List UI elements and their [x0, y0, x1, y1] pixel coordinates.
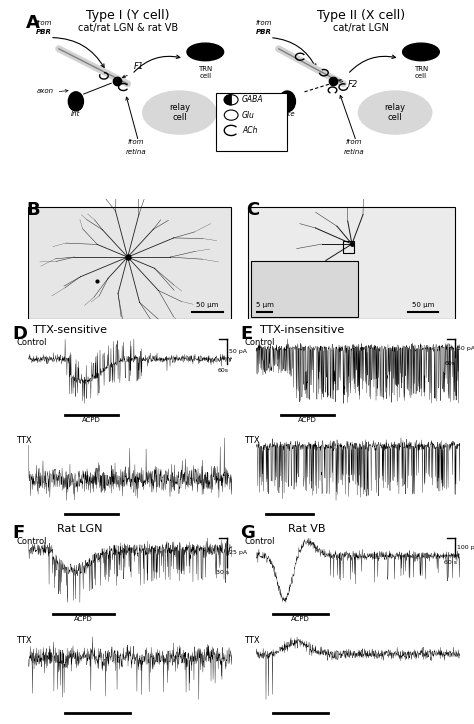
- FancyArrowPatch shape: [349, 55, 395, 72]
- FancyBboxPatch shape: [28, 207, 231, 319]
- Text: dendrite: dendrite: [266, 111, 296, 117]
- Text: GABA: GABA: [242, 96, 264, 104]
- Text: F2: F2: [347, 80, 358, 89]
- Text: Control: Control: [16, 337, 47, 347]
- Text: axon: axon: [37, 88, 55, 94]
- Text: 60s: 60s: [445, 361, 456, 366]
- Text: C: C: [246, 201, 260, 219]
- Text: B: B: [26, 201, 40, 219]
- Text: ACPD: ACPD: [74, 616, 93, 622]
- Text: TRN
cell: TRN cell: [198, 67, 212, 80]
- Text: A: A: [26, 14, 40, 32]
- Text: PBR: PBR: [36, 30, 52, 35]
- Text: D: D: [12, 325, 27, 343]
- FancyArrowPatch shape: [53, 38, 104, 67]
- Text: Control: Control: [244, 337, 274, 347]
- Text: 5 μm: 5 μm: [256, 303, 274, 308]
- Text: TTX-insensitive: TTX-insensitive: [260, 325, 345, 335]
- Ellipse shape: [187, 43, 224, 61]
- FancyBboxPatch shape: [248, 207, 456, 319]
- Text: from: from: [255, 20, 272, 26]
- Text: Rat VB: Rat VB: [289, 524, 326, 534]
- Text: TTX: TTX: [16, 636, 32, 644]
- Text: Type I (Y cell): Type I (Y cell): [86, 9, 169, 22]
- Text: Rat LGN: Rat LGN: [56, 524, 102, 534]
- Text: G: G: [240, 524, 255, 542]
- FancyArrowPatch shape: [134, 55, 180, 72]
- FancyArrowPatch shape: [122, 75, 127, 77]
- Wedge shape: [224, 95, 231, 105]
- FancyArrowPatch shape: [340, 96, 356, 139]
- Text: relay
cell: relay cell: [169, 103, 190, 122]
- Text: TTX: TTX: [16, 437, 32, 445]
- Text: retina: retina: [344, 149, 365, 155]
- Text: 100 pA: 100 pA: [457, 544, 474, 550]
- Text: 50 pA: 50 pA: [229, 349, 247, 354]
- Text: relay
cell: relay cell: [384, 103, 406, 122]
- Text: TTX-sensitive: TTX-sensitive: [33, 325, 107, 335]
- Ellipse shape: [68, 92, 83, 111]
- Text: E: E: [240, 325, 252, 343]
- Text: Control: Control: [16, 536, 47, 546]
- Wedge shape: [231, 110, 238, 120]
- Text: 60s: 60s: [217, 368, 228, 373]
- Text: 30 s: 30 s: [216, 571, 229, 575]
- FancyBboxPatch shape: [251, 261, 358, 317]
- Text: F1: F1: [134, 62, 145, 72]
- Text: TTX: TTX: [244, 437, 260, 445]
- Text: 50 μm: 50 μm: [196, 303, 219, 308]
- FancyArrowPatch shape: [126, 97, 138, 138]
- Text: F: F: [12, 524, 25, 542]
- Ellipse shape: [279, 91, 295, 111]
- Text: cat/rat LGN & rat VB: cat/rat LGN & rat VB: [78, 23, 178, 33]
- FancyArrowPatch shape: [273, 38, 316, 67]
- Text: Type II (X cell): Type II (X cell): [317, 9, 405, 22]
- Text: TTX: TTX: [244, 636, 260, 644]
- Text: 25 pA: 25 pA: [229, 550, 247, 555]
- Text: 50 μm: 50 μm: [412, 303, 434, 308]
- Ellipse shape: [143, 91, 216, 134]
- Text: Control: Control: [244, 536, 274, 546]
- Text: 50 pA: 50 pA: [457, 345, 474, 350]
- Text: from: from: [35, 20, 52, 26]
- Text: TRN
cell: TRN cell: [414, 67, 428, 80]
- Text: 60 s: 60 s: [444, 560, 457, 565]
- Text: from: from: [128, 140, 145, 146]
- Text: from: from: [346, 140, 362, 146]
- Text: ACPD: ACPD: [298, 417, 317, 423]
- Text: Glu: Glu: [242, 111, 255, 119]
- Text: retina: retina: [126, 149, 146, 155]
- Text: Int: Int: [71, 111, 81, 117]
- Ellipse shape: [358, 91, 432, 134]
- Ellipse shape: [402, 43, 439, 61]
- Text: ACh: ACh: [242, 126, 257, 135]
- FancyArrowPatch shape: [59, 90, 68, 92]
- FancyBboxPatch shape: [216, 93, 287, 151]
- Text: cat/rat LGN: cat/rat LGN: [333, 23, 389, 33]
- Text: ACPD: ACPD: [82, 417, 101, 423]
- FancyArrowPatch shape: [338, 80, 343, 83]
- Text: ACPD: ACPD: [291, 616, 310, 622]
- Text: PBR: PBR: [255, 30, 272, 35]
